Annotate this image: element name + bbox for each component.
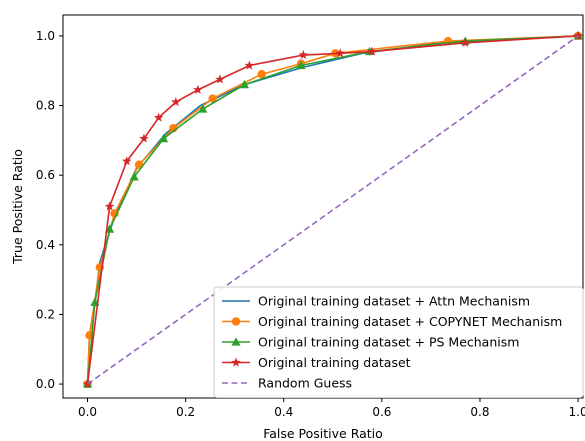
legend-item: Original training dataset + PS Mechanism bbox=[222, 335, 519, 350]
y-tick-label: 0.4 bbox=[36, 238, 55, 252]
legend: Original training dataset + Attn Mechani… bbox=[213, 286, 584, 398]
x-tick-label: 0.4 bbox=[274, 405, 293, 419]
legend-label: Original training dataset + COPYNET Mech… bbox=[258, 314, 562, 329]
data-point bbox=[573, 30, 583, 40]
data-point bbox=[104, 201, 115, 211]
legend-item: Random Guess bbox=[222, 376, 352, 391]
data-point bbox=[298, 50, 309, 60]
series-4 bbox=[87, 35, 579, 385]
data-point bbox=[171, 97, 181, 107]
legend-box bbox=[213, 286, 584, 398]
x-tick-label: 1.0 bbox=[569, 405, 585, 419]
data-point bbox=[198, 104, 208, 113]
data-point bbox=[257, 69, 266, 79]
y-tick-label: 0.0 bbox=[36, 377, 55, 391]
series-line bbox=[87, 35, 579, 385]
data-point bbox=[193, 84, 203, 94]
series-3 bbox=[82, 30, 583, 389]
series-line bbox=[86, 35, 579, 385]
x-tick-label: 0.6 bbox=[372, 405, 391, 419]
data-point bbox=[367, 46, 377, 56]
data-point bbox=[239, 79, 250, 89]
data-point bbox=[244, 60, 255, 70]
y-tick-label: 0.8 bbox=[36, 99, 55, 113]
legend-label: Original training dataset bbox=[258, 355, 411, 370]
y-axis-label: True Positive Ratio bbox=[10, 149, 25, 265]
data-point bbox=[215, 74, 225, 84]
legend-marker bbox=[231, 317, 241, 326]
legend-label: Random Guess bbox=[258, 376, 352, 391]
data-point bbox=[153, 112, 164, 122]
x-tick-label: 0.8 bbox=[470, 405, 489, 419]
y-tick-label: 1.0 bbox=[36, 29, 55, 43]
data-point bbox=[139, 133, 149, 143]
legend-item: Original training dataset bbox=[222, 355, 411, 370]
legend-label: Original training dataset + Attn Mechani… bbox=[258, 294, 530, 309]
data-point bbox=[129, 172, 139, 181]
x-tick-label: 0.2 bbox=[176, 405, 195, 419]
legend-marker bbox=[231, 357, 241, 367]
legend-item: Original training dataset + COPYNET Mech… bbox=[222, 314, 562, 329]
data-point bbox=[208, 94, 217, 103]
legend-marker bbox=[231, 337, 241, 346]
x-tick-label: 0.0 bbox=[78, 405, 97, 419]
legend-label: Original training dataset + PS Mechanism bbox=[258, 335, 519, 350]
y-tick-label: 0.6 bbox=[36, 168, 55, 182]
plot-area bbox=[82, 30, 583, 389]
x-axis-label: False Positive Ratio bbox=[263, 426, 383, 441]
data-point bbox=[460, 37, 471, 47]
data-point bbox=[335, 48, 345, 58]
data-point bbox=[296, 60, 306, 70]
series-line bbox=[86, 35, 579, 385]
legend-item: Original training dataset + Attn Mechani… bbox=[222, 294, 530, 309]
y-tick-label: 0.2 bbox=[36, 307, 55, 321]
data-point bbox=[122, 156, 132, 166]
data-point bbox=[159, 133, 169, 143]
